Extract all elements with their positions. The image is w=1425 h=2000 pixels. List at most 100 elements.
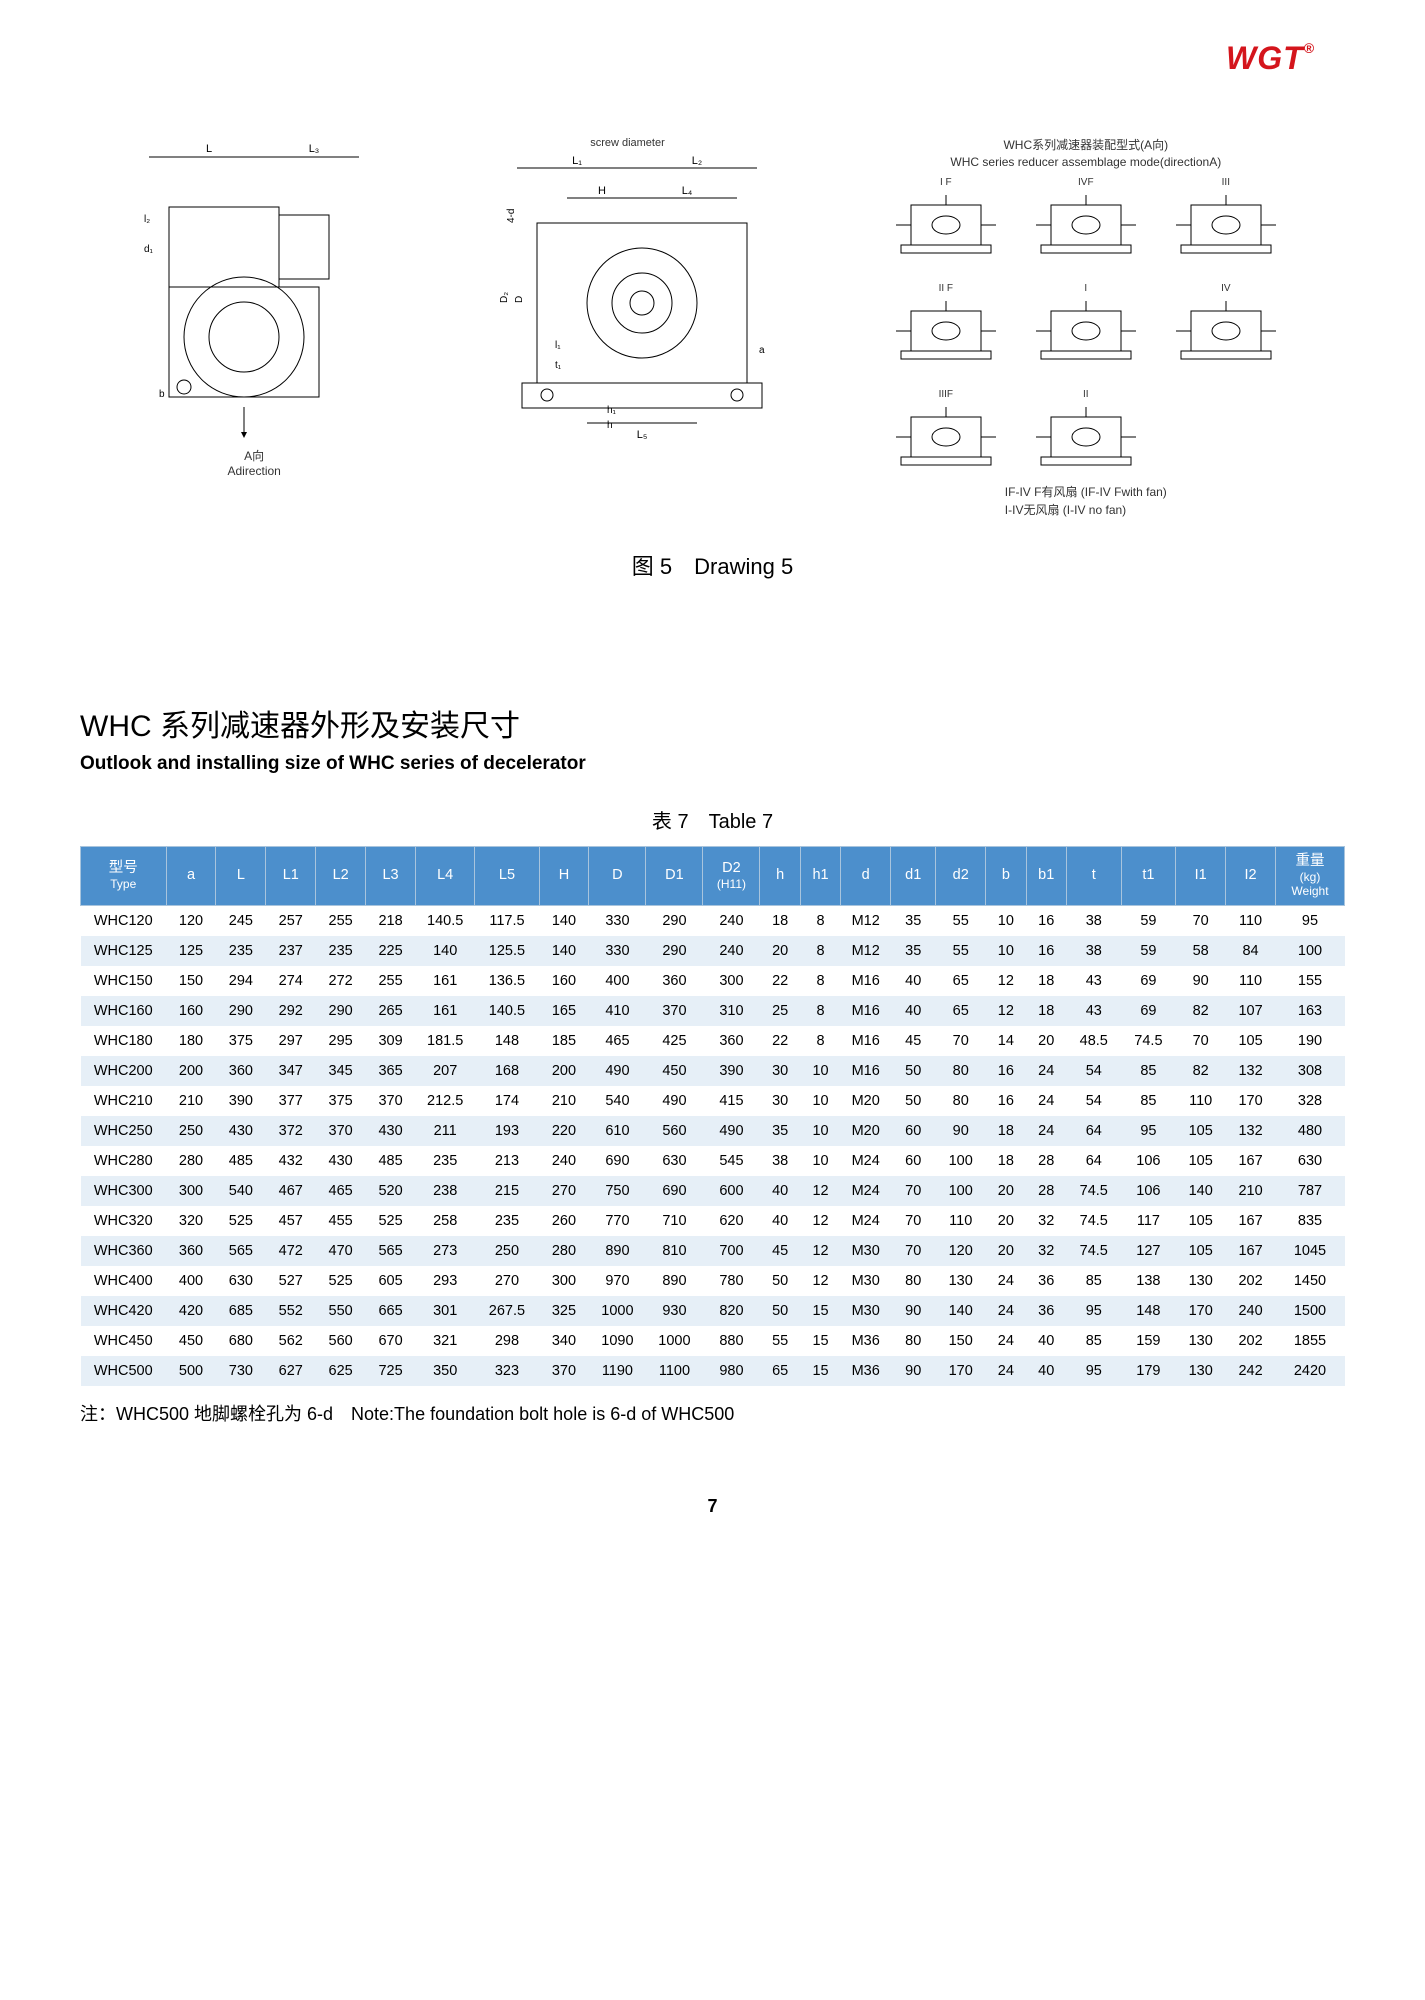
table-cell: M30 bbox=[841, 1296, 891, 1326]
table-cell: 245 bbox=[216, 905, 266, 936]
table-cell: 32 bbox=[1026, 1206, 1066, 1236]
table-row: WHC150150294274272255161136.516040036030… bbox=[81, 966, 1345, 996]
table-cell: 43 bbox=[1066, 966, 1121, 996]
table-cell: 235 bbox=[415, 1146, 474, 1176]
table-cell: 560 bbox=[316, 1326, 366, 1356]
fan-note-2: I-IV无风扇 (I-IV no fan) bbox=[1005, 503, 1126, 517]
table-header-cell: L3 bbox=[366, 846, 416, 905]
table-cell: 80 bbox=[891, 1326, 936, 1356]
table-cell: 298 bbox=[475, 1326, 539, 1356]
table-cell: 110 bbox=[936, 1206, 986, 1236]
table-cell: 1100 bbox=[646, 1356, 703, 1386]
table-cell: 120 bbox=[936, 1236, 986, 1266]
table-cell: 300 bbox=[703, 966, 760, 996]
table-cell: 130 bbox=[936, 1266, 986, 1296]
table-cell: 159 bbox=[1121, 1326, 1176, 1356]
table-cell: 485 bbox=[216, 1146, 266, 1176]
assemblage-mode: II bbox=[1031, 389, 1141, 475]
svg-text:L₅: L₅ bbox=[637, 429, 648, 441]
table-header-cell: h bbox=[760, 846, 800, 905]
table-cell: 12 bbox=[800, 1266, 840, 1296]
table-cell: 117.5 bbox=[475, 905, 539, 936]
table-cell: 560 bbox=[646, 1116, 703, 1146]
table-cell: 10 bbox=[986, 936, 1026, 966]
drawing-left-svg: L L₃ d₁ l₂ b bbox=[129, 137, 379, 447]
table-cell: 293 bbox=[415, 1266, 474, 1296]
table-cell: 40 bbox=[760, 1206, 800, 1236]
table-cell: 140.5 bbox=[475, 996, 539, 1026]
table-cell: 301 bbox=[415, 1296, 474, 1326]
table-cell: 20 bbox=[986, 1206, 1026, 1236]
table-cell: 360 bbox=[166, 1236, 216, 1266]
table-cell: 24 bbox=[1026, 1086, 1066, 1116]
table-cell: 470 bbox=[316, 1236, 366, 1266]
table-cell: 270 bbox=[539, 1176, 589, 1206]
table-cell: M16 bbox=[841, 966, 891, 996]
table-cell: M36 bbox=[841, 1356, 891, 1386]
table-row: WHC125125235237235225140125.514033029024… bbox=[81, 936, 1345, 966]
table-cell: WHC160 bbox=[81, 996, 167, 1026]
table-cell: 450 bbox=[166, 1326, 216, 1356]
table-header-cell: D1 bbox=[646, 846, 703, 905]
table-cell: 218 bbox=[366, 905, 416, 936]
table-cell: 8 bbox=[800, 1026, 840, 1056]
brand-mark: ® bbox=[1304, 40, 1315, 56]
table-cell: WHC150 bbox=[81, 966, 167, 996]
assemblage-title: WHC系列减速器装配型式(A向) WHC series reducer asse… bbox=[950, 137, 1221, 171]
table-cell: 136.5 bbox=[475, 966, 539, 996]
table-cell: 80 bbox=[936, 1056, 986, 1086]
table-cell: 110 bbox=[1226, 966, 1276, 996]
table-cell: 360 bbox=[646, 966, 703, 996]
table-cell: 890 bbox=[646, 1266, 703, 1296]
table-cell: 82 bbox=[1176, 1056, 1226, 1086]
table-cell: 167 bbox=[1226, 1206, 1276, 1236]
table-cell: 59 bbox=[1121, 905, 1176, 936]
table-cell: 627 bbox=[266, 1356, 316, 1386]
table-cell: 274 bbox=[266, 966, 316, 996]
table-cell: 50 bbox=[760, 1266, 800, 1296]
table-cell: 64 bbox=[1066, 1116, 1121, 1146]
table-cell: M20 bbox=[841, 1086, 891, 1116]
svg-text:h: h bbox=[607, 420, 613, 431]
svg-text:t₁: t₁ bbox=[555, 360, 562, 371]
table-row: WHC5005007306276257253503233701190110098… bbox=[81, 1356, 1345, 1386]
table-cell: 160 bbox=[539, 966, 589, 996]
table-header-cell: 型号Type bbox=[81, 846, 167, 905]
table-cell: 161 bbox=[415, 966, 474, 996]
table-cell: 540 bbox=[216, 1176, 266, 1206]
fan-note: IF-IV F有风扇 (IF-IV Fwith fan) I-IV无风扇 (I-… bbox=[1005, 483, 1167, 519]
table-cell: 400 bbox=[589, 966, 646, 996]
table-cell: 95 bbox=[1121, 1116, 1176, 1146]
table-cell: 600 bbox=[703, 1176, 760, 1206]
table-cell: 685 bbox=[216, 1296, 266, 1326]
drawing-middle-svg: L₁ L₂ H L₄ D₂ D a L₅ h₁ h l₁ t₁ 4-d bbox=[477, 153, 777, 473]
foundation-note: 注：WHC500 地脚螺栓孔为 6-d Note:The foundation … bbox=[80, 1400, 1345, 1426]
table-cell: 40 bbox=[1026, 1356, 1066, 1386]
table-cell: 65 bbox=[936, 966, 986, 996]
table-cell: 117 bbox=[1121, 1206, 1176, 1236]
table-header-cell: I1 bbox=[1176, 846, 1226, 905]
table-cell: 85 bbox=[1066, 1326, 1121, 1356]
svg-text:L₁: L₁ bbox=[573, 155, 583, 167]
table-cell: 50 bbox=[891, 1086, 936, 1116]
table-cell: 85 bbox=[1066, 1266, 1121, 1296]
table-cell: 110 bbox=[1226, 905, 1276, 936]
table-cell: 630 bbox=[1276, 1146, 1345, 1176]
table-cell: 1855 bbox=[1276, 1326, 1345, 1356]
section-title-cn: WHC 系列减速器外形及安装尺寸 bbox=[80, 701, 1345, 745]
table-cell: 12 bbox=[800, 1176, 840, 1206]
assemblage-grid: I F IVF III bbox=[891, 177, 1281, 475]
table-cell: 258 bbox=[415, 1206, 474, 1236]
table-cell: 8 bbox=[800, 996, 840, 1026]
table-cell: 59 bbox=[1121, 936, 1176, 966]
table-cell: 202 bbox=[1226, 1266, 1276, 1296]
table-cell: 280 bbox=[539, 1236, 589, 1266]
table-cell: 125.5 bbox=[475, 936, 539, 966]
table-cell: 8 bbox=[800, 966, 840, 996]
table-header-cell: L bbox=[216, 846, 266, 905]
table-cell: 20 bbox=[986, 1176, 1026, 1206]
table-cell: 105 bbox=[1176, 1206, 1226, 1236]
table-cell: 430 bbox=[216, 1116, 266, 1146]
table-cell: 140.5 bbox=[415, 905, 474, 936]
table-cell: 835 bbox=[1276, 1206, 1345, 1236]
